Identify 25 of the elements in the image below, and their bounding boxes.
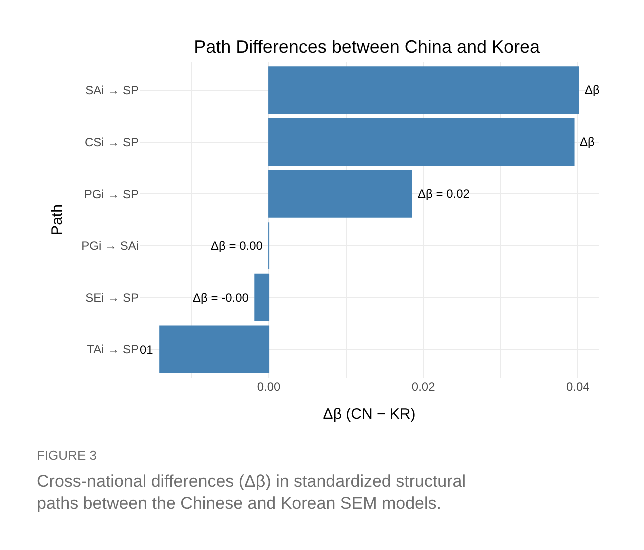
data-label: Δβ bbox=[585, 83, 600, 97]
y-tick-label: PGi → SP bbox=[84, 187, 139, 202]
y-tick-label: CSi → SP bbox=[84, 136, 139, 150]
bar bbox=[268, 66, 580, 114]
chart-title: Path Differences between China and Korea bbox=[194, 37, 542, 58]
x-tick-label: 0.00 bbox=[257, 380, 282, 394]
annotation: 01 bbox=[140, 343, 154, 357]
bar bbox=[268, 170, 412, 218]
text: Cross-national differences (Δβ) in standardized structural paths between the Chinese and Korean SEM models. bbox=[37, 472, 466, 514]
x-tick-label: 0.02 bbox=[412, 380, 436, 394]
x-tick-label: 0.04 bbox=[566, 380, 590, 394]
data-label: Δβ = 0.02 bbox=[418, 187, 470, 201]
bar bbox=[254, 274, 270, 322]
bar bbox=[160, 326, 270, 374]
bar bbox=[268, 118, 575, 166]
data-label: Δβ = 0.00 bbox=[211, 239, 264, 253]
data-label: Δβ bbox=[580, 135, 596, 149]
y-tick-label: SAi → SP bbox=[86, 84, 139, 98]
y-axis-title: Path bbox=[48, 204, 66, 236]
y-tick-label: TAi → SP bbox=[87, 342, 139, 357]
caption: FIGURE 3 bbox=[37, 448, 97, 463]
x-axis-title: Δβ (CN − KR) bbox=[323, 406, 416, 423]
y-tick-label: PGi → SAi bbox=[82, 239, 139, 254]
data-label: Δβ = -0.00 bbox=[193, 291, 250, 305]
y-tick-label: SEi → SP bbox=[86, 290, 139, 305]
